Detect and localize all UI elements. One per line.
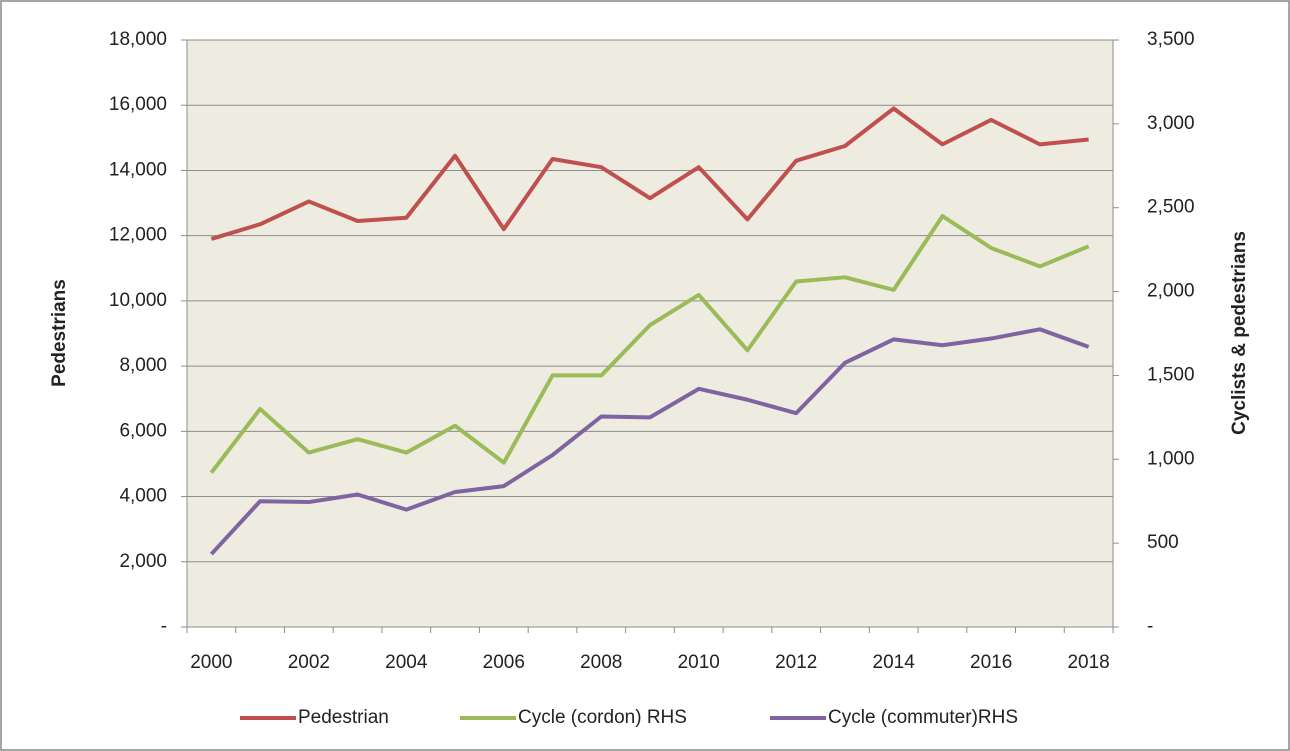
y2-tick-label: 500 xyxy=(1147,532,1179,553)
x-tick-label: 2014 xyxy=(873,652,916,673)
y2-tick-label: 3,500 xyxy=(1147,29,1195,50)
y2-tick-label: 1,000 xyxy=(1147,448,1195,469)
legend-label: Cycle (commuter)RHS xyxy=(828,707,1018,728)
series-line xyxy=(210,106,1089,241)
x-tick-label: 2012 xyxy=(775,652,817,673)
y-tick-label: 2,000 xyxy=(119,551,167,572)
y2-tick-label: 2,500 xyxy=(1147,197,1195,218)
y-tick-label: - xyxy=(161,616,167,637)
y-tick-label: 8,000 xyxy=(119,355,167,376)
y-tick-label: 14,000 xyxy=(109,159,167,180)
x-tick-label: 2018 xyxy=(1067,652,1109,673)
series-line xyxy=(209,214,1090,474)
y-axis-title: Pedestrians xyxy=(49,279,70,387)
y2-tick-label: 3,000 xyxy=(1147,113,1195,134)
y2-tick-label: - xyxy=(1147,616,1153,637)
x-tick-label: 2006 xyxy=(483,652,525,673)
x-tick-label: 2016 xyxy=(970,652,1012,673)
y-tick-label: 18,000 xyxy=(109,29,167,50)
series-line xyxy=(209,327,1090,556)
y2-axis-title: Cyclists & pedestrians xyxy=(1229,231,1250,435)
y-tick-label: 12,000 xyxy=(109,225,167,246)
x-tick-label: 2000 xyxy=(190,652,232,673)
x-tick-label: 2004 xyxy=(385,652,428,673)
x-tick-label: 2008 xyxy=(580,652,622,673)
x-tick-label: 2002 xyxy=(288,652,330,673)
y2-tick-label: 1,500 xyxy=(1147,364,1195,385)
legend-label: Cycle (cordon) RHS xyxy=(518,707,687,728)
y-tick-label: 16,000 xyxy=(109,94,167,115)
legend-label: Pedestrian xyxy=(298,707,389,728)
y-tick-label: 10,000 xyxy=(109,290,167,311)
y-tick-label: 4,000 xyxy=(119,486,167,507)
y2-tick-label: 2,000 xyxy=(1147,281,1195,302)
y-tick-label: 6,000 xyxy=(119,420,167,441)
x-tick-label: 2010 xyxy=(678,652,720,673)
